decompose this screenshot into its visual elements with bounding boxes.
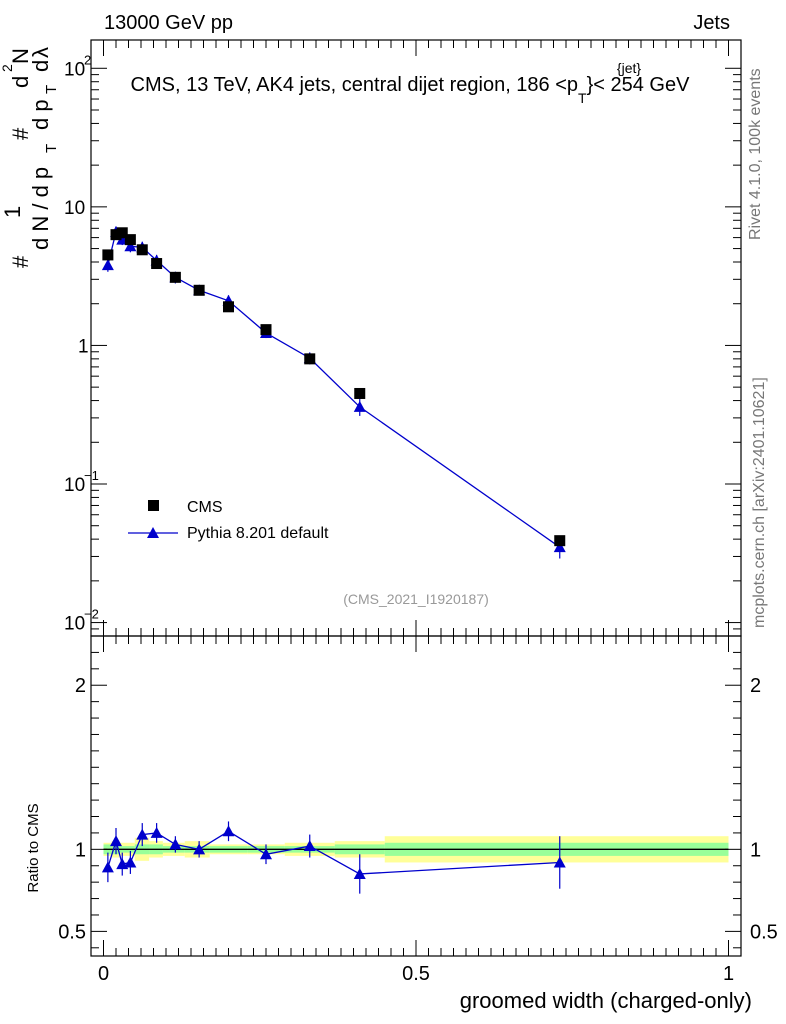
ratio-y-tick-label: 2 xyxy=(75,675,86,697)
rivet-version-label: Rivet 4.1.0, 100k events xyxy=(747,68,764,240)
main-y-tick-label-exponent: −1 xyxy=(84,468,99,483)
ylabel-two: 2 xyxy=(0,64,15,72)
main-y-tick-label: 1 xyxy=(78,336,89,357)
ratio-y-tick-label: 0.5 xyxy=(58,921,86,943)
ylabel-one: 1 xyxy=(0,206,25,218)
cms-data-point xyxy=(354,387,366,399)
pythia-ratio-point xyxy=(193,843,206,855)
main-y-tick-label: 10 xyxy=(64,198,85,219)
cms-data-point xyxy=(260,324,272,336)
cms-data-point xyxy=(110,229,122,241)
main-y-tick-label: 10 xyxy=(64,59,85,80)
legend-marker-pythia xyxy=(147,527,159,538)
ratio-y-axis-label: Ratio to CMS xyxy=(25,803,42,892)
cms-data-point xyxy=(116,227,128,239)
cms-data-point xyxy=(136,244,148,256)
plot-title: CMS, 13 TeV, AK4 jets, central dijet reg… xyxy=(131,74,691,106)
x-tick-label: 1 xyxy=(723,963,734,985)
ylabel-n: N xyxy=(8,48,33,64)
x-tick-label: 0 xyxy=(98,963,109,985)
ylabel-t-sub-2: T xyxy=(43,85,60,94)
pythia-ratio-point xyxy=(353,867,366,879)
pythia-ratio-point xyxy=(303,840,316,852)
cms-data-point xyxy=(124,234,136,246)
pythia-main-point xyxy=(553,541,566,553)
pythia-ratio-point xyxy=(553,856,566,868)
pythia-main-point xyxy=(101,259,114,271)
main-y-tick-label-exponent: 2 xyxy=(84,52,91,67)
cms-data-point xyxy=(169,271,181,283)
cms-data-point xyxy=(151,258,163,270)
ylabel-dn-dpt: d N / d p xyxy=(28,167,53,250)
cms-data-point xyxy=(223,301,234,313)
ylabel-hash-2: # xyxy=(8,127,33,140)
pythia-main-point xyxy=(353,400,366,412)
ylabel-dpt: d p xyxy=(28,99,53,130)
plot-title-sub: T xyxy=(578,90,587,106)
cms-data-point xyxy=(304,353,316,365)
ylabel-t-sub-1: T xyxy=(43,144,60,153)
legend: CMS Pythia 8.201 default xyxy=(128,499,329,542)
mcplots-label: mcplots.cern.ch [arXiv:2401.10621] xyxy=(751,377,768,628)
ylabel-d-lambda-d: d xyxy=(28,60,53,72)
ratio-y-tick-label-right: 2 xyxy=(750,675,761,697)
ylabel-hash-1: # xyxy=(8,255,33,268)
cms-data-point xyxy=(193,284,205,296)
plot-title-end: }< 254 GeV xyxy=(587,74,691,96)
pythia-ratio-point xyxy=(101,861,114,873)
ratio-plot-frame xyxy=(90,635,742,957)
main-y-axis-label: # 1 d N / d p T # d p T d 2 N d λ xyxy=(0,47,60,268)
main-plot-frame xyxy=(90,39,742,637)
main-y-tick-label: 10 xyxy=(64,475,85,496)
pythia-ratio-point xyxy=(124,856,137,868)
main-y-tick-label-exponent: −2 xyxy=(84,607,99,622)
pythia-main-point xyxy=(124,240,137,252)
ratio-y-tick-label-right: 0.5 xyxy=(750,921,778,943)
pythia-ratio-point xyxy=(169,838,182,850)
main-y-tick-label: 10 xyxy=(64,614,85,635)
plot-title-main: CMS, 13 TeV, AK4 jets, central dijet reg… xyxy=(131,74,579,96)
legend-label-pythia: Pythia 8.201 default xyxy=(187,525,329,542)
ylabel-d: d xyxy=(8,76,33,88)
x-tick-label: 0.5 xyxy=(402,963,430,985)
pythia-ratio-point xyxy=(260,848,272,860)
energy-label: 13000 GeV pp xyxy=(104,12,233,34)
legend-label-cms: CMS xyxy=(187,499,223,516)
pythia-ratio-point xyxy=(110,835,122,847)
cms-data-point xyxy=(102,249,114,261)
analysis-watermark: (CMS_2021_I1920187) xyxy=(343,591,489,607)
pythia-ratio-point xyxy=(136,828,149,840)
ratio-plot-area: 0.5 0.5 1 1 2 2 0 0.5 1 xyxy=(58,635,778,985)
pythia-ratio-point xyxy=(222,825,235,837)
plot-title-superscript: {jet} xyxy=(617,60,641,76)
x-axis-label: groomed width (charged-only) xyxy=(460,988,752,1013)
ratio-y-tick-label-right: 1 xyxy=(750,839,761,861)
legend-marker-cms xyxy=(148,500,159,511)
pythia-ratio-point xyxy=(150,826,163,838)
cms-data-point xyxy=(554,535,566,547)
ylabel-lambda: λ xyxy=(28,47,53,58)
ratio-y-tick-label: 1 xyxy=(75,839,86,861)
category-label: Jets xyxy=(693,12,730,34)
